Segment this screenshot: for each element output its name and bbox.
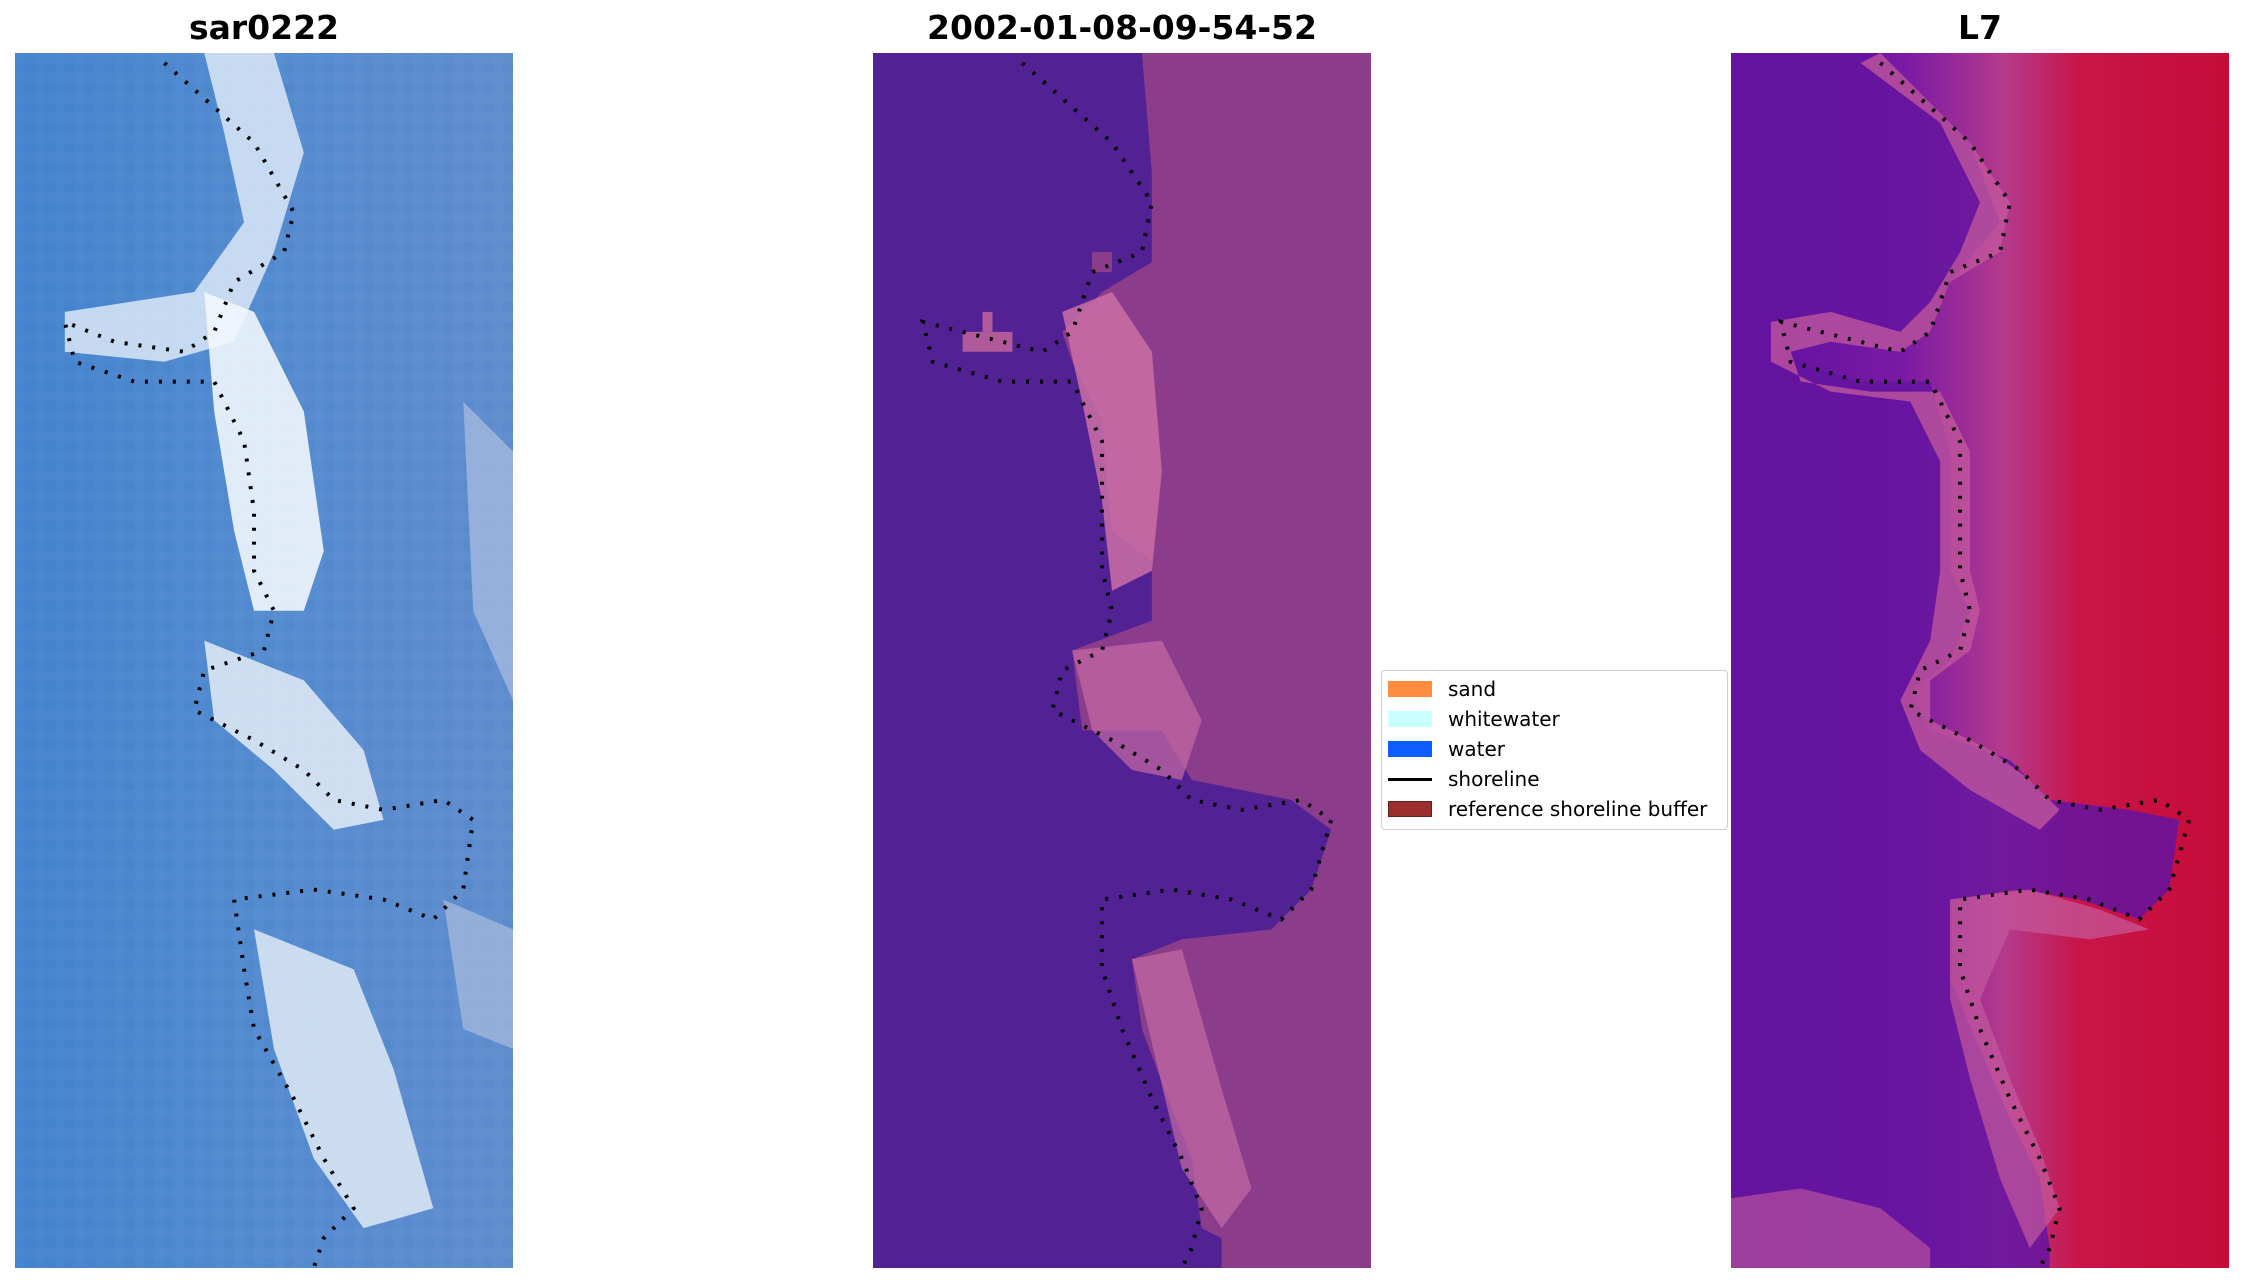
legend-label: shoreline xyxy=(1448,767,1540,791)
panel-title-rgb: sar0222 xyxy=(188,8,340,47)
legend-item-water: water xyxy=(1388,737,1505,761)
legend-item-sand: sand xyxy=(1388,677,1496,701)
water-swatch xyxy=(1388,741,1432,757)
legend-label: water xyxy=(1448,737,1505,761)
classified-image xyxy=(873,53,1371,1268)
index-image xyxy=(1731,53,2229,1268)
legend-label: sand xyxy=(1448,677,1497,701)
legend-item-shoreline: shoreline xyxy=(1388,767,1540,791)
panel-title-index: L7 xyxy=(1958,8,2002,47)
legend-item-reference-buffer: reference shoreline buffer xyxy=(1388,797,1707,821)
legend-item-whitewater: whitewater xyxy=(1388,707,1560,731)
legend: sand whitewater water shoreline referenc… xyxy=(1381,670,1728,830)
legend-label: reference shoreline buffer xyxy=(1448,797,1708,821)
rgb-image-panel xyxy=(15,53,513,1268)
buffer-swatch xyxy=(1388,801,1432,817)
classified-image-panel xyxy=(873,53,1371,1268)
legend-label: whitewater xyxy=(1448,707,1560,731)
shoreline-dots xyxy=(61,61,476,1268)
index-image-panel xyxy=(1731,53,2229,1268)
rgb-image xyxy=(15,53,513,1268)
shoreline-line-swatch xyxy=(1388,777,1432,781)
panel-title-classified: 2002-01-08-09-54-52 xyxy=(927,8,1317,47)
whitewater-swatch xyxy=(1388,711,1432,727)
sand-swatch xyxy=(1388,681,1432,697)
